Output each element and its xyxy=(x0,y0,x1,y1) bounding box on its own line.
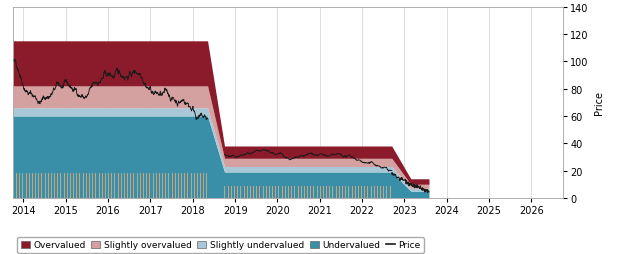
Y-axis label: Price: Price xyxy=(594,91,604,115)
Legend: Overvalued, Slightly overvalued, Slightly undervalued, Undervalued, Price: Overvalued, Slightly overvalued, Slightl… xyxy=(17,237,424,253)
